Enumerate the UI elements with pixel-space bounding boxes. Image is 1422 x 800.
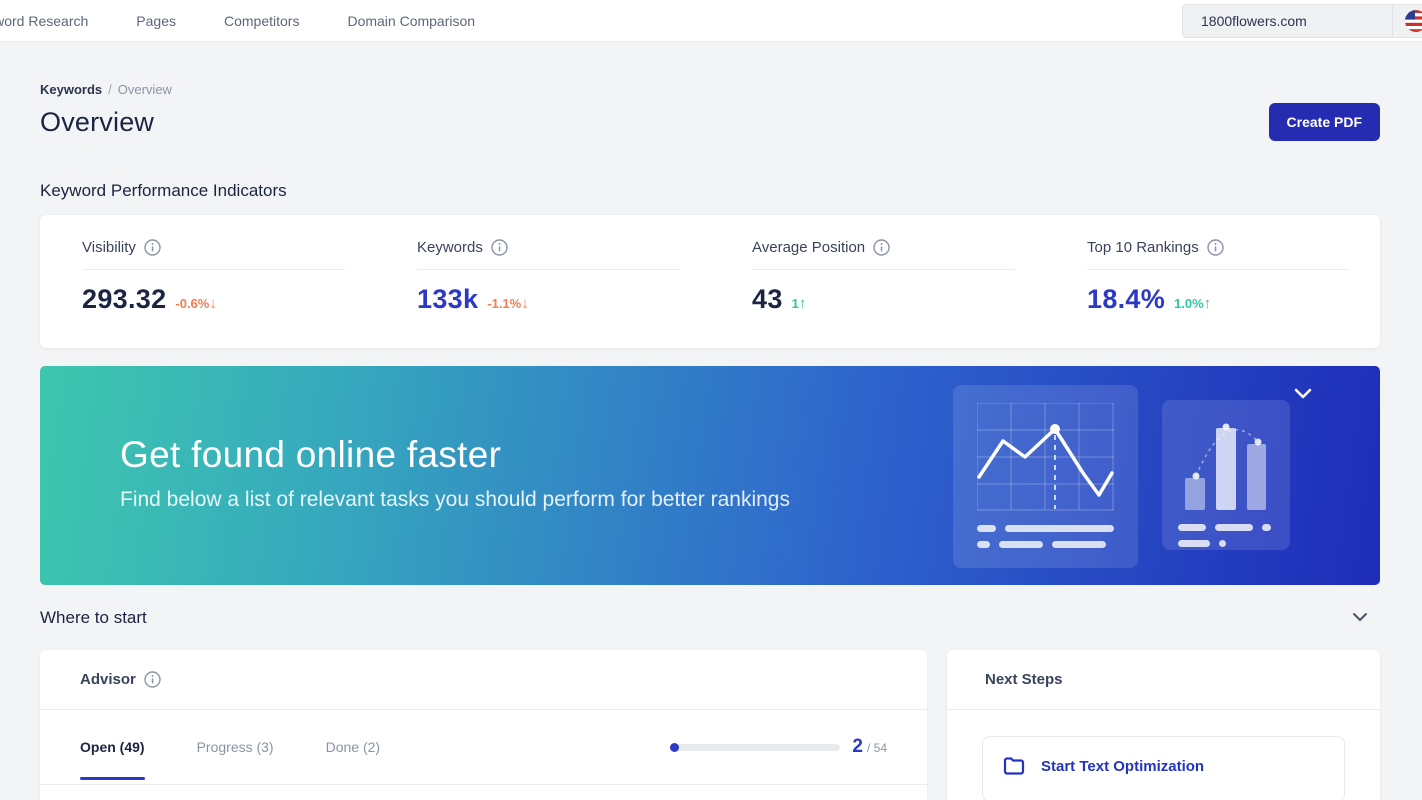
country-selector[interactable] xyxy=(1393,9,1422,33)
progress-current: 2 xyxy=(852,736,863,757)
down-arrow-icon: ↓ xyxy=(209,295,217,312)
tab-progress[interactable]: Progress (3) xyxy=(196,739,274,755)
bar-chart-illustration xyxy=(1162,400,1290,550)
breadcrumb-separator: / xyxy=(108,82,112,97)
nav-items: Keyword Research Pages Competitors Domai… xyxy=(0,13,475,29)
divider xyxy=(1087,269,1350,270)
domain-search-box xyxy=(1182,4,1422,38)
nav-item-pages[interactable]: Pages xyxy=(136,12,176,29)
banner-collapse-chevron-down-icon[interactable] xyxy=(1294,386,1312,404)
next-step-label[interactable]: Start Text Optimization xyxy=(1041,757,1205,775)
divider xyxy=(752,269,1015,270)
us-flag-icon xyxy=(1405,10,1422,32)
info-icon[interactable] xyxy=(873,239,890,256)
breadcrumb-overview: Overview xyxy=(117,82,172,97)
info-icon[interactable] xyxy=(1207,239,1224,256)
domain-input[interactable] xyxy=(1183,13,1392,29)
kpi-average-position: Average Position 43 1↑ xyxy=(710,239,1045,348)
kpi-card: Visibility 293.32 -0.6%↓ Keywords 133k xyxy=(40,215,1380,348)
banner-subtitle: Find below a list of relevant tasks you … xyxy=(120,488,790,511)
nav-item-domain-comparison[interactable]: Domain Comparison xyxy=(347,12,476,29)
banner-title: Get found online faster xyxy=(120,434,502,475)
kpi-delta: -1.1%↓ xyxy=(487,295,529,312)
create-pdf-button[interactable]: Create PDF xyxy=(1268,103,1380,141)
kpi-delta: 1↑ xyxy=(791,295,807,312)
kpi-label: Visibility xyxy=(82,239,136,256)
progress-total: / 54 xyxy=(866,741,887,755)
kpi-label: Top 10 Rankings xyxy=(1087,239,1199,256)
kpi-value[interactable]: 133k xyxy=(417,284,479,314)
kpi-keywords: Keywords 133k -1.1%↓ xyxy=(375,239,710,348)
kpi-value: 43 xyxy=(752,284,783,314)
info-icon[interactable] xyxy=(144,239,161,256)
kpi-value[interactable]: 18.4% xyxy=(1087,284,1166,314)
line-chart-illustration xyxy=(953,385,1138,568)
advisor-heading: Advisor xyxy=(80,671,136,688)
info-icon[interactable] xyxy=(491,239,508,256)
divider xyxy=(82,269,345,270)
top-navigation: Keyword Research Pages Competitors Domai… xyxy=(0,0,1422,42)
nav-item-keyword-research[interactable]: Keyword Research xyxy=(0,12,89,29)
up-arrow-icon: ↑ xyxy=(798,295,807,312)
nav-item-competitors[interactable]: Competitors xyxy=(223,12,300,29)
page-title: Overview xyxy=(40,106,155,137)
advisor-panel: Advisor Open (49) Progress (3) Done (2) … xyxy=(40,650,927,800)
kpi-visibility: Visibility 293.32 -0.6%↓ xyxy=(40,239,375,348)
kpi-delta: 1.0%↑ xyxy=(1174,295,1212,312)
kpi-label: Average Position xyxy=(752,239,866,256)
where-to-start-heading: Where to start xyxy=(40,608,147,627)
advisor-progress: 2 / 54 xyxy=(670,736,887,758)
next-step-item[interactable]: Start Text Optimization xyxy=(982,736,1345,800)
progress-bar xyxy=(670,742,841,752)
down-arrow-icon: ↓ xyxy=(521,295,529,312)
where-to-start-collapse-chevron-down-icon[interactable] xyxy=(1352,609,1368,627)
up-arrow-icon: ↑ xyxy=(1203,295,1212,312)
kpi-section-heading: Keyword Performance Indicators xyxy=(40,181,287,200)
breadcrumb-keywords[interactable]: Keywords xyxy=(40,82,103,97)
divider xyxy=(1392,5,1393,37)
kpi-top10-rankings: Top 10 Rankings 18.4% 1.0%↑ xyxy=(1045,239,1380,348)
kpi-value: 293.32 xyxy=(82,284,167,314)
divider xyxy=(417,269,680,270)
next-steps-panel: Next Steps Start Text Optimization xyxy=(947,650,1380,800)
advisor-tabs: Open (49) Progress (3) Done (2) 2 / 54 xyxy=(40,710,927,785)
kpi-label: Keywords xyxy=(417,239,483,256)
tab-done[interactable]: Done (2) xyxy=(325,739,381,755)
progress-fill xyxy=(670,742,680,752)
folder-icon xyxy=(1003,757,1025,775)
promo-banner: Get found online faster Find below a lis… xyxy=(40,366,1380,585)
kpi-delta: -0.6%↓ xyxy=(175,295,217,312)
breadcrumb: Keywords / Overview xyxy=(40,82,1380,97)
next-steps-heading: Next Steps xyxy=(985,671,1063,688)
info-icon[interactable] xyxy=(144,671,161,688)
tab-open[interactable]: Open (49) xyxy=(80,710,145,785)
